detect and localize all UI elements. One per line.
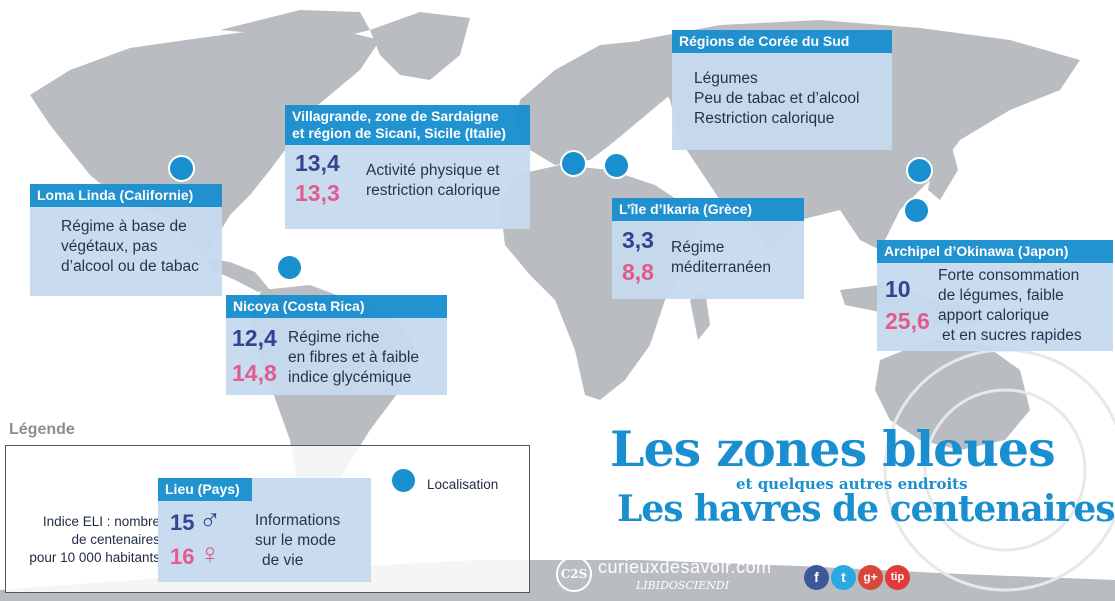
card-title: Loma Linda (Californie) <box>30 184 222 207</box>
card-title: Régions de Corée du Sud <box>672 30 892 53</box>
eli-male-value: 3,3 <box>622 227 654 253</box>
google-plus-label: g+ <box>863 570 878 584</box>
info-line: sur le mode <box>255 532 336 549</box>
legend-heading: Légende <box>9 421 75 438</box>
location-dot-coree[interactable] <box>906 157 933 184</box>
info-line: apport calorique <box>938 307 1050 324</box>
legend-male-value: 15 <box>170 510 195 535</box>
legend-dot-label: Localisation <box>427 477 499 492</box>
info-line: de vie <box>262 552 304 569</box>
card-sardaigne: Villagrande, zone de Sardaigne et région… <box>285 105 530 229</box>
info-line: de légumes, faible <box>938 287 1064 304</box>
logo-text: C2S <box>560 567 588 581</box>
card-ikaria: L’île d’Ikaria (Grèce) 3,3 8,8 Régime mé… <box>612 198 804 299</box>
info-line: et en sucres rapides <box>942 327 1082 344</box>
info-line: Régime riche <box>288 329 380 346</box>
tip-icon[interactable]: tip <box>885 565 910 590</box>
google-plus-icon[interactable]: g+ <box>858 565 883 590</box>
eli-female-value: 13,3 <box>295 180 340 206</box>
female-symbol-icon: ♀ <box>198 538 222 571</box>
legend-location-dot <box>390 467 417 494</box>
info-line: restriction calorique <box>366 182 501 199</box>
card-title: Nicoya (Costa Rica) <box>226 295 447 318</box>
subtitle: et quelques autres endroits <box>736 475 968 493</box>
eli-male-value: 12,4 <box>232 325 277 351</box>
card-nicoya: Nicoya (Costa Rica) 12,4 14,8 Régime ric… <box>226 295 447 395</box>
facebook-icon[interactable]: f <box>804 565 829 590</box>
twitter-icon[interactable]: t <box>831 565 856 590</box>
info-line: en fibres et à faible <box>288 349 419 366</box>
secondary-title: Les havres de centenaires <box>617 488 1115 530</box>
twitter-label: t <box>841 569 846 585</box>
info-line: Activité physique et <box>366 162 500 179</box>
info-line: Peu de tabac et d’alcool <box>694 90 860 107</box>
info-line: méditerranéen <box>671 259 771 276</box>
facebook-label: f <box>814 569 819 585</box>
legend-eli-line: Indice ELI : nombre <box>42 514 160 529</box>
australia-shape <box>875 340 1030 450</box>
legend-eli-text: Indice ELI : nombre de centenaires pour … <box>10 513 160 567</box>
location-dot-sardaigne[interactable] <box>560 150 587 177</box>
info-line: d’alcool ou de tabac <box>61 258 199 275</box>
legend-eli-line: pour 10 000 habitants <box>29 550 160 565</box>
main-title: Les zones bleues <box>610 420 1056 478</box>
card-coree: Régions de Corée du Sud Légumes Peu de t… <box>672 30 892 150</box>
legend-eli-line: de centenaires <box>71 532 160 547</box>
card-okinawa: Archipel d’Okinawa (Japon) 10 25,6 Forte… <box>877 240 1113 351</box>
card-title-line: et région de Sicani, Sicile (Italie) <box>292 125 506 141</box>
north-america-shape <box>30 28 380 258</box>
info-line: Régime à base de <box>61 218 187 235</box>
location-dot-loma-linda[interactable] <box>168 155 195 182</box>
eli-male-value: 10 <box>885 276 911 302</box>
c2s-logo-icon: C2S <box>556 556 592 592</box>
europe-shape <box>515 40 690 165</box>
legend-card-title: Lieu (Pays) <box>158 478 252 501</box>
greenland-shape <box>370 12 470 80</box>
location-dot-okinawa[interactable] <box>903 197 930 224</box>
info-line: Légumes <box>694 70 758 87</box>
card-title-line: Villagrande, zone de Sardaigne <box>292 108 499 124</box>
legend-female-value: 16 <box>170 544 195 569</box>
info-line: Restriction calorique <box>694 110 835 127</box>
info-line: Informations <box>255 512 341 529</box>
male-symbol-icon: ♂ <box>198 504 222 537</box>
eli-female-value: 25,6 <box>885 308 930 334</box>
info-line: végétaux, pas <box>61 238 158 255</box>
eli-female-value: 8,8 <box>622 259 654 285</box>
info-line: indice glycémique <box>288 369 412 386</box>
card-title: L’île d’Ikaria (Grèce) <box>612 198 804 221</box>
eli-male-value: 13,4 <box>295 150 340 176</box>
card-title: Archipel d’Okinawa (Japon) <box>877 240 1113 263</box>
location-dot-nicoya[interactable] <box>276 254 303 281</box>
location-dot-ikaria[interactable] <box>603 152 630 179</box>
eli-female-value: 14,8 <box>232 360 277 386</box>
legend-card: Lieu (Pays) 15 ♂ 16 ♀ Informations sur l… <box>158 478 371 582</box>
info-line: Forte consommation <box>938 267 1080 284</box>
info-line: Régime <box>671 239 725 256</box>
card-loma-linda: Loma Linda (Californie) Régime à base de… <box>30 184 222 296</box>
site-link[interactable]: curieuxdesavoir.com <box>598 557 772 577</box>
brand-tagline: LIBIDOSCIENDI <box>636 579 730 592</box>
card-title: Villagrande, zone de Sardaigne et région… <box>285 105 530 145</box>
tip-label: tip <box>890 571 905 583</box>
